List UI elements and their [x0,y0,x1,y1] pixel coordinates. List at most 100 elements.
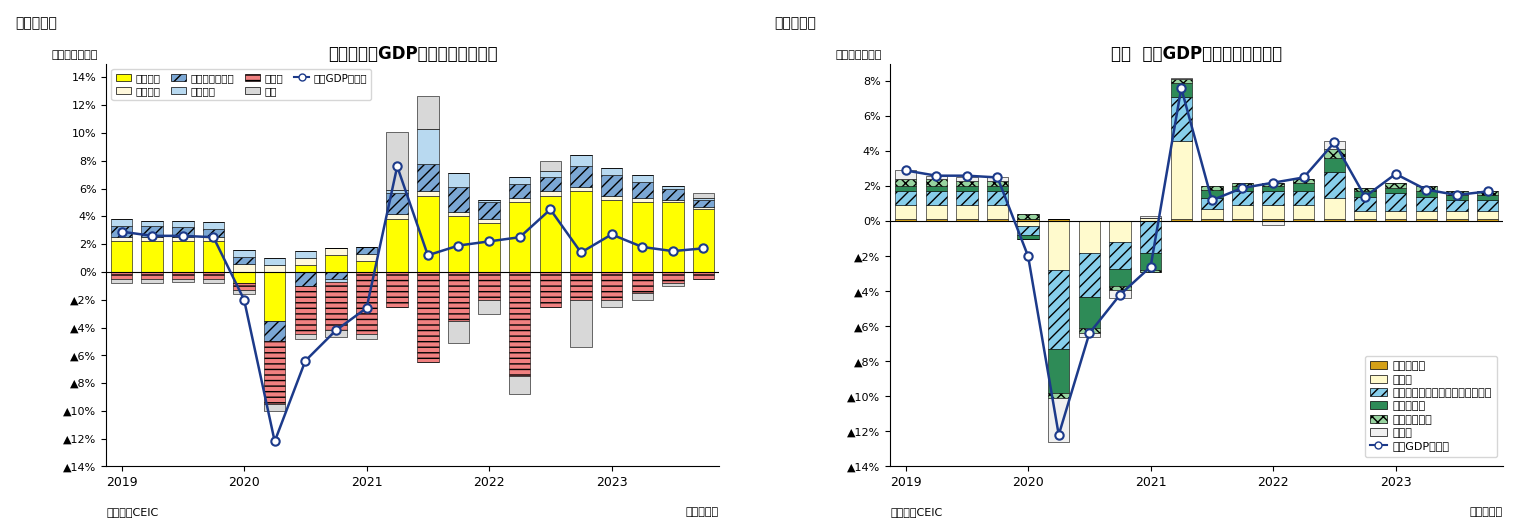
Bar [1263,186,1284,191]
Bar [1447,219,1468,221]
Bar [662,202,683,272]
Text: （四半期）: （四半期） [686,507,720,517]
Bar [141,237,162,241]
Bar [692,200,713,207]
Bar [1384,188,1406,193]
Text: （前年同期比）: （前年同期比） [835,50,882,59]
Bar [203,241,225,272]
Bar [172,279,193,281]
Bar [1201,186,1222,190]
Bar [234,290,255,294]
Text: （前年同期比）: （前年同期比） [52,50,97,59]
Bar [141,241,162,272]
Bar [1447,200,1468,211]
Bar [387,214,408,219]
Bar [172,237,193,241]
Bar [1477,191,1498,195]
Bar [387,272,408,307]
Bar [1477,219,1498,221]
Bar [1110,289,1131,298]
Bar [203,229,225,237]
Bar [234,263,255,272]
Bar [111,226,132,237]
Bar [539,272,562,307]
Bar [325,255,346,272]
Bar [1201,209,1222,219]
Bar [1263,206,1284,219]
Bar [264,341,285,404]
Bar [631,175,653,182]
Bar [203,237,225,241]
Bar [1231,186,1254,191]
Bar [1231,206,1254,219]
Bar [203,222,225,229]
Bar [956,186,978,191]
Bar [692,198,713,200]
Bar [692,207,713,209]
Bar [234,257,255,263]
Bar [539,171,562,178]
Bar [1201,219,1222,221]
Bar [448,187,469,212]
Bar [172,241,193,272]
Bar [417,191,439,196]
Bar [325,272,346,279]
Bar [571,272,592,300]
Bar [1047,393,1070,398]
Bar [987,181,1008,186]
Bar [1140,218,1161,221]
Bar [111,272,132,279]
Bar [294,286,316,334]
Bar [1384,183,1406,188]
Bar [387,219,408,272]
Bar [1017,214,1038,219]
Bar [956,191,978,206]
Bar [448,216,469,272]
Bar [1293,191,1315,206]
Bar [571,187,592,191]
Bar [1047,221,1070,270]
Bar [987,186,1008,191]
Bar [1140,221,1161,253]
Bar [1384,211,1406,219]
Bar [325,279,346,281]
Bar [1047,219,1070,221]
Bar [294,334,316,339]
Bar [692,193,713,198]
Bar [264,272,285,321]
Bar [896,191,917,206]
Bar [1079,328,1101,333]
Bar [1324,158,1345,172]
Bar [692,272,713,279]
Bar [1263,219,1284,221]
Bar [1110,221,1131,242]
Bar [1415,186,1438,191]
Bar [662,283,683,286]
Bar [692,209,713,272]
Bar [1263,221,1284,225]
Bar [294,251,316,258]
Bar [956,206,978,219]
Bar [509,198,530,202]
Bar [172,272,193,279]
Bar [631,198,653,202]
Bar [355,334,378,339]
Bar [1324,219,1345,221]
Bar [111,237,132,241]
Bar [539,191,562,196]
Bar [662,200,683,202]
Bar [1415,197,1438,211]
Bar [1293,179,1315,183]
Bar [571,191,592,272]
Bar [111,241,132,272]
Bar [539,178,562,191]
Bar [987,219,1008,221]
Bar [571,166,592,187]
Bar [448,321,469,343]
Bar [1477,211,1498,219]
Bar [355,272,378,334]
Bar [1447,191,1468,195]
Bar [1293,219,1315,221]
Bar [509,178,530,184]
Bar [1354,188,1375,191]
